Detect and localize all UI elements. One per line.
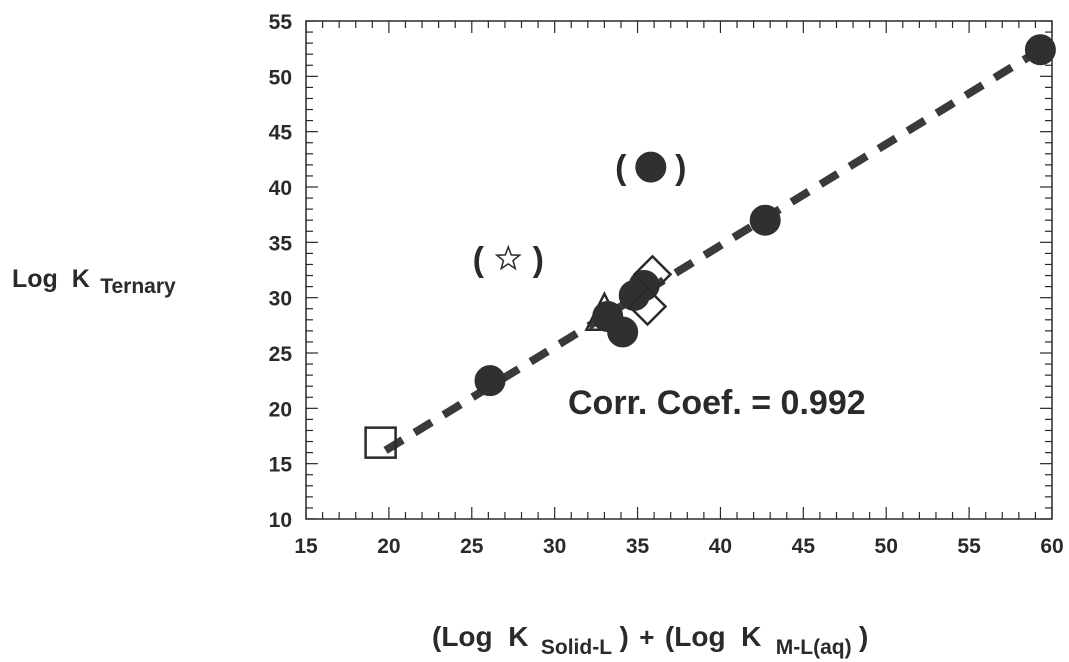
- y-tick-label: 20: [269, 398, 292, 421]
- y-axis-ticks: [306, 20, 1052, 520]
- y-tick-label: 15: [269, 454, 293, 477]
- x-axis-title-part2-open: (Log K: [665, 621, 761, 652]
- x-axis-title: (Log K Solid-L ) + (Log K M-L(aq) ): [432, 621, 868, 659]
- x-axis-title-part2-close: ): [859, 621, 868, 652]
- y-tick-label: 30: [269, 288, 292, 311]
- square-point: [364, 426, 397, 459]
- regression-fit-line: [383, 46, 1043, 454]
- outlier-star-point: [494, 244, 522, 271]
- y-tick-label: 10: [269, 509, 292, 532]
- x-tick-label: 55: [957, 535, 981, 558]
- circle-point: [607, 316, 639, 348]
- y-tick-label: 45: [269, 122, 293, 145]
- outlier-paren-right: ): [533, 241, 544, 279]
- y-tick-label: 25: [269, 343, 293, 366]
- outlier-circle-point: [635, 151, 667, 183]
- x-tick-label: 60: [1040, 535, 1063, 558]
- y-axis-title: Log K Ternary: [12, 265, 176, 298]
- correlation-annotation: Corr. Coef. = 0.992: [568, 384, 866, 422]
- y-tick-label: 55: [269, 11, 293, 34]
- x-axis-title-part1-close: ): [619, 621, 628, 652]
- x-tick-label: 40: [709, 535, 732, 558]
- x-axis-ticks: [305, 21, 1053, 519]
- y-tick-label: 35: [269, 232, 293, 255]
- data-points: () (): [364, 34, 1056, 459]
- x-tick-label: 35: [626, 535, 650, 558]
- outlier-paren-right: ): [675, 149, 686, 187]
- x-axis-title-part2-sub: M-L(aq): [776, 636, 852, 659]
- outlier-paren-left: (: [615, 149, 627, 187]
- x-tick-label: 50: [875, 535, 898, 558]
- outlier-paren-left: (: [473, 241, 485, 279]
- y-axis-title-sub: Ternary: [100, 275, 176, 298]
- circle-point: [474, 365, 506, 397]
- x-axis-title-part1-open: (Log K: [432, 621, 528, 652]
- x-tick-label: 25: [460, 535, 484, 558]
- x-tick-label: 20: [377, 535, 400, 558]
- y-axis-tick-labels: 10 15 20 25 30 35 40 45 50 55: [269, 11, 293, 532]
- x-axis-title-part1-sub: Solid-L: [541, 636, 612, 659]
- y-axis-title-main: Log K: [12, 265, 90, 293]
- y-tick-label: 40: [269, 177, 292, 200]
- x-tick-label: 45: [792, 535, 816, 558]
- x-axis-tick-labels: 15 20 25 30 35 40 45 50 55 60: [294, 535, 1063, 558]
- plot-frame: [305, 20, 1053, 520]
- x-axis-title-plus: +: [639, 622, 654, 652]
- x-tick-label: 15: [294, 535, 318, 558]
- diamond-point: [632, 254, 673, 295]
- x-tick-label: 30: [543, 535, 566, 558]
- circle-point: [749, 204, 781, 236]
- diamond-point: [627, 286, 668, 327]
- circle-point: [1024, 34, 1056, 66]
- y-tick-label: 50: [269, 66, 292, 89]
